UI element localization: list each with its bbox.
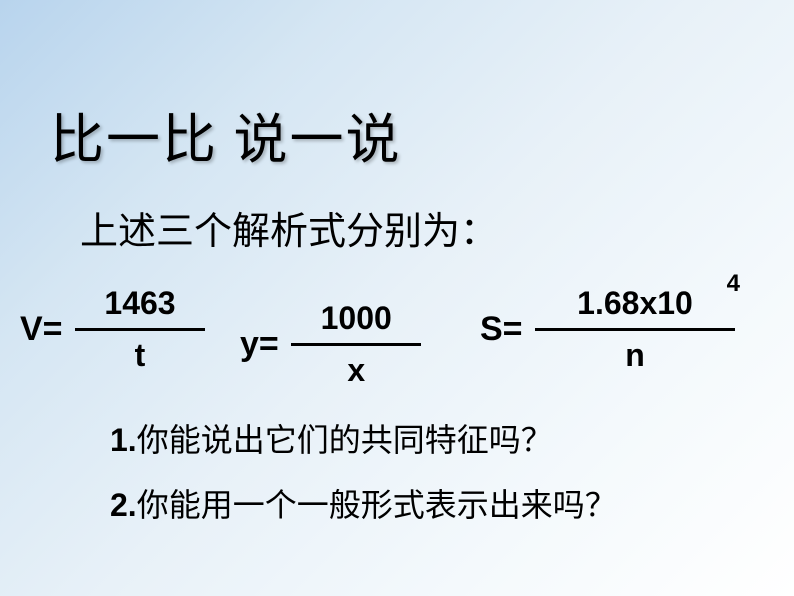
question-2-number: 2. bbox=[110, 487, 137, 523]
formula-s: S= 1.68x10 4 n bbox=[480, 285, 735, 374]
slide-subtitle: 上述三个解析式分别为： bbox=[80, 200, 498, 255]
fraction-line bbox=[291, 343, 421, 346]
formula-y-lhs: y= bbox=[240, 325, 279, 364]
formula-v-denominator: t bbox=[75, 333, 205, 374]
formula-v-fraction: 1463 t bbox=[75, 285, 205, 374]
fraction-line bbox=[75, 328, 205, 331]
formula-s-exponent: 4 bbox=[727, 270, 740, 298]
question-1-text: 你能说出它们的共同特征吗？ bbox=[137, 422, 553, 458]
formula-v-numerator: 1463 bbox=[75, 285, 205, 326]
formula-s-fraction: 1.68x10 4 n bbox=[535, 285, 735, 374]
formula-y-fraction: 1000 x bbox=[291, 300, 421, 389]
formula-v-lhs: V= bbox=[20, 310, 63, 349]
question-1-number: 1. bbox=[110, 422, 137, 458]
fraction-line bbox=[535, 328, 735, 331]
question-1: 1.你能说出它们的共同特征吗？ bbox=[110, 415, 553, 461]
formula-y: y= 1000 x bbox=[240, 300, 421, 389]
formula-s-denominator: n bbox=[535, 333, 735, 374]
formula-s-numerator: 1.68x10 bbox=[535, 285, 735, 326]
question-2-text: 你能用一个一般形式表示出来吗？ bbox=[137, 487, 617, 523]
formula-y-numerator: 1000 bbox=[291, 300, 421, 341]
question-2: 2.你能用一个一般形式表示出来吗？ bbox=[110, 480, 617, 526]
formula-s-lhs: S= bbox=[480, 310, 523, 349]
formula-v: V= 1463 t bbox=[20, 285, 205, 374]
slide-title: 比一比 说一说 bbox=[50, 95, 402, 174]
formula-y-denominator: x bbox=[291, 348, 421, 389]
